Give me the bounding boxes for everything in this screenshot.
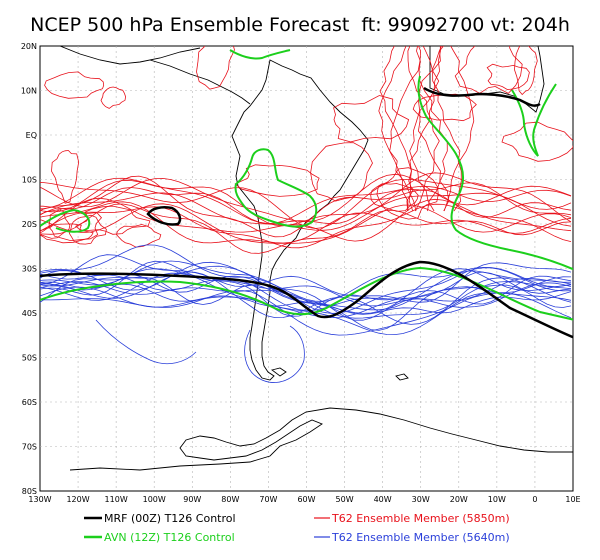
red-member-contour	[40, 203, 572, 254]
red-member-contour	[44, 71, 105, 99]
blue-member-contour	[95, 319, 197, 365]
lat-label: 50S	[22, 354, 37, 363]
avn-contour-africa	[511, 83, 557, 157]
red-member-contour	[416, 46, 448, 212]
blue-member-contour	[40, 290, 572, 336]
red-member-contour	[40, 209, 71, 239]
lon-label: 0	[532, 495, 537, 504]
red-member-contour	[68, 214, 107, 245]
legend-label-red: T62 Ensemble Member (5850m)	[331, 512, 510, 525]
red-member-contour	[51, 150, 80, 204]
avn-contour-tropical-pacific	[40, 208, 91, 233]
red-member-contour	[196, 46, 235, 90]
antarctica-coastline	[69, 407, 573, 471]
lat-label: 20S	[22, 220, 37, 229]
legend-item-avn: AVN (12Z) T126 Control	[84, 531, 235, 544]
lat-label: 30S	[22, 265, 37, 274]
lon-label: 100W	[143, 495, 166, 504]
avn-contour-south	[40, 266, 573, 321]
lon-label: 10E	[565, 495, 580, 504]
lon-label: 120W	[66, 495, 89, 504]
lon-label: 90W	[183, 495, 201, 504]
red-member-contour	[333, 95, 410, 143]
lat-label: 70S	[22, 443, 37, 452]
red-member-contour	[408, 46, 440, 212]
legend: MRF (00Z) T126 Control T62 Ensemble Memb…	[84, 512, 510, 544]
red-member-contour	[454, 46, 523, 94]
red-member-contour	[486, 63, 530, 91]
lon-label: 30W	[412, 495, 430, 504]
lon-label: 10W	[488, 495, 506, 504]
red-member-contour	[40, 182, 572, 225]
red-member-contour	[409, 46, 441, 212]
lon-label: 20W	[450, 495, 468, 504]
lat-label: 80S	[22, 487, 37, 496]
red-member-contour	[100, 86, 127, 109]
south-georgia	[395, 373, 409, 381]
north-america-coastline	[59, 46, 201, 65]
red-member-contour	[443, 46, 475, 212]
ensemble-blue-contours	[40, 244, 572, 383]
mrf-control-contours	[40, 86, 573, 339]
legend-label-mrf: MRF (00Z) T126 Control	[104, 512, 236, 525]
map-title: NCEP 500 hPa Ensemble Forecast ft: 99092…	[30, 14, 570, 36]
legend-label-blue: T62 Ensemble Member (5640m)	[331, 531, 510, 544]
red-member-contour	[40, 173, 572, 223]
red-member-contour	[234, 164, 320, 197]
mrf-contour-africa	[423, 86, 541, 107]
red-member-contour	[378, 46, 409, 212]
red-member-contour	[40, 223, 94, 244]
lon-label: 110W	[105, 495, 128, 504]
red-member-contour	[40, 177, 572, 225]
lon-label: 60W	[297, 495, 315, 504]
legend-item-mrf: MRF (00Z) T126 Control	[84, 512, 236, 525]
lat-label: EQ	[26, 131, 37, 140]
lat-label: 10N	[21, 87, 37, 96]
red-member-contour	[501, 121, 573, 162]
red-member-contour	[514, 46, 538, 96]
red-member-contour	[389, 46, 422, 212]
red-member-contour	[40, 201, 572, 244]
red-member-contour	[40, 192, 572, 231]
lon-label: 130W	[28, 495, 51, 504]
blue-member-contour	[40, 265, 572, 311]
mrf-contour-south	[40, 260, 573, 339]
blue-member-contour	[40, 254, 572, 303]
lat-label: 10S	[22, 176, 37, 185]
lat-label: 40S	[22, 309, 37, 318]
lon-label: 40W	[374, 495, 392, 504]
central-america-coastline	[149, 59, 251, 105]
red-member-contour	[376, 167, 439, 220]
legend-label-avn: AVN (12Z) T126 Control	[104, 531, 235, 544]
avn-contour-north	[229, 49, 291, 60]
red-member-contour	[40, 203, 572, 249]
lat-label: 60S	[22, 398, 37, 407]
red-member-contour	[432, 46, 462, 212]
south-america-coastline	[231, 59, 369, 381]
falkland-islands	[270, 367, 287, 377]
mrf-contour-small-loop	[146, 206, 182, 226]
blue-member-contour	[244, 325, 305, 383]
avn-contour-tropics	[234, 148, 318, 228]
avn-contour-atlantic	[417, 75, 573, 271]
red-member-contour	[379, 46, 414, 212]
lon-label: 80W	[221, 495, 239, 504]
blue-member-contour	[40, 244, 572, 302]
lat-label: 20N	[21, 42, 37, 51]
red-member-contour	[75, 205, 151, 235]
legend-item-blue-members: T62 Ensemble Member (5640m)	[314, 531, 510, 544]
blue-member-contour	[40, 272, 572, 319]
red-member-contour	[40, 203, 572, 244]
red-member-contour	[370, 183, 419, 212]
legend-item-red-members: T62 Ensemble Member (5850m)	[314, 512, 510, 525]
lon-label: 50W	[336, 495, 354, 504]
avn-control-contours	[40, 49, 573, 321]
blue-member-contour	[40, 261, 572, 314]
lon-label: 70W	[259, 495, 277, 504]
